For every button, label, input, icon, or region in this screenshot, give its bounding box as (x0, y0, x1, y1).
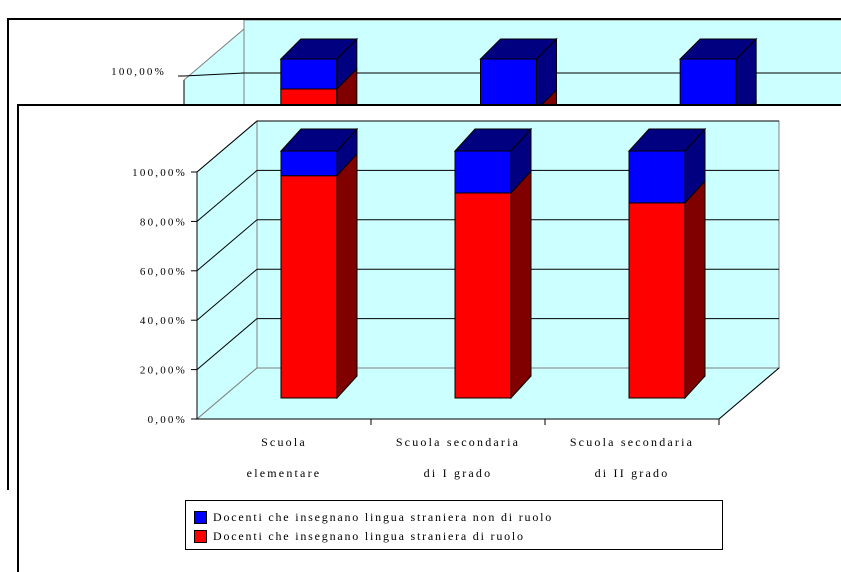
floor-edge (718, 367, 780, 420)
chart-legend: Docenti che insegnano lingua straniera n… (185, 500, 723, 550)
y-tick-label: 80,00% (140, 216, 187, 228)
y-tick-label: 100,00% (132, 167, 187, 179)
x-category-label: Scuola secondaria (396, 435, 520, 449)
bar-segment (628, 150, 686, 204)
bg-bar-top (279, 38, 359, 60)
bg-bar-top (479, 38, 558, 60)
bar-top (627, 128, 707, 152)
legend-swatch-blue (194, 510, 207, 524)
gridline-side (196, 219, 258, 272)
gridline-side (196, 318, 258, 370)
x-category-label: di II grado (595, 466, 670, 480)
bar-segment (454, 192, 512, 399)
x-category-label: elementare (247, 466, 322, 480)
bg-bar-segment (480, 58, 537, 110)
bg-bar-side (336, 67, 358, 110)
bg-gridline-side (183, 72, 245, 77)
bar-segment (280, 175, 338, 399)
legend-label: Docenti che insegnano lingua straniera n… (213, 509, 554, 524)
bar-side (336, 152, 358, 400)
bar-top (453, 128, 533, 152)
front-chart-panel: 0,00% 20,00% 40,00% 60,00% 80,00% 100,00% Scuo… (17, 104, 841, 572)
gridline-side (196, 120, 258, 173)
gridline-side (196, 170, 258, 222)
x-category-label: Scuola secondaria (570, 435, 694, 449)
legend-item-non-di-ruolo: Docenti che insegnano lingua straniera n… (194, 508, 553, 526)
bg-bar-top (678, 38, 758, 60)
bar-side (510, 169, 532, 400)
y-tick-label: 0,00% (148, 414, 187, 426)
bg-side-wall (183, 27, 245, 110)
bar-segment (454, 150, 512, 194)
legend-item-di-ruolo: Docenti che insegnano lingua straniera d… (194, 527, 525, 545)
y-tick-label: 40,00% (140, 315, 187, 327)
side-wall (196, 119, 258, 421)
bg-bar-segment (280, 58, 338, 90)
legend-label: Docenti che insegnano lingua straniera d… (213, 528, 525, 543)
legend-swatch-red (194, 529, 207, 543)
bar-top (279, 128, 359, 152)
bar-side (684, 179, 706, 400)
bg-bar-segment (679, 58, 737, 110)
front-chart: 0,00% 20,00% 40,00% 60,00% 80,00% 100,00% Scuo… (132, 119, 781, 480)
y-tick-label: 60,00% (140, 266, 187, 278)
x-category-label: Scuola (261, 435, 307, 449)
background-chart: 100,00% (111, 20, 841, 110)
bar-segment (280, 150, 338, 177)
y-tick-label: 20,00% (140, 365, 187, 377)
bar-segment (628, 202, 686, 399)
x-category-label: di I grado (424, 466, 493, 480)
gridline-side (196, 268, 258, 321)
bg-y-tick-label: 100,00% (111, 66, 166, 78)
